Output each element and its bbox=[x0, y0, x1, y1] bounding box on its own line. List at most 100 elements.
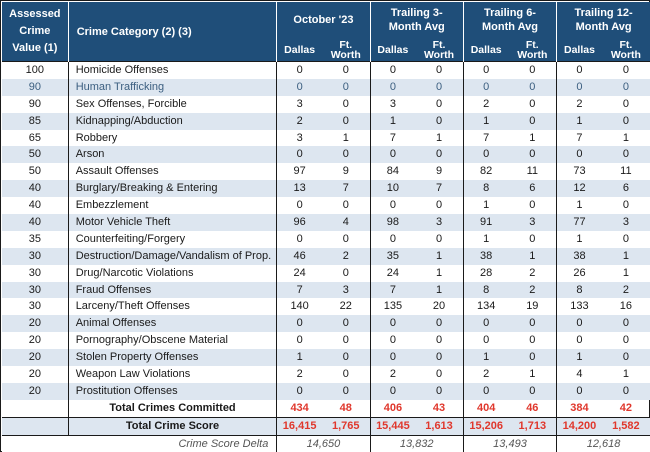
dallas-value-cell: 2 bbox=[276, 112, 322, 130]
dallas-value-cell: 0 bbox=[370, 197, 416, 215]
table-row: 30 Larceny/Theft Offenses 140 22 135 20 134 19 1… bbox=[2, 298, 650, 316]
dallas-value-cell: 8 bbox=[556, 281, 602, 299]
total-crimes-value: 404 bbox=[476, 401, 496, 414]
dallas-value-cell: 97 bbox=[276, 163, 322, 181]
ftworth-value-cell: 0 bbox=[321, 146, 371, 164]
crime-table-body: 100 Homicide Offenses 0 0 0 0 0 0 0 0 90 Human Traf… bbox=[2, 60, 650, 452]
dallas-value-cell: 12 bbox=[556, 180, 602, 198]
dallas-value-cell: 46 bbox=[276, 247, 322, 265]
ftworth-value-cell: 2 bbox=[508, 264, 558, 282]
dallas-value-cell: 3 bbox=[370, 95, 416, 113]
dallas-value-cell: 3 bbox=[276, 95, 322, 113]
ftworth-value-cell: 11 bbox=[508, 163, 558, 181]
assessed-value-cell: 30 bbox=[2, 298, 69, 316]
table-row: 40 Embezzlement 0 0 0 0 1 0 1 0 bbox=[2, 197, 650, 215]
dallas-value-cell: 13 bbox=[276, 180, 322, 198]
crime-category-cell: Animal Offenses bbox=[68, 315, 278, 333]
ftworth-value-cell: 0 bbox=[415, 146, 464, 164]
ftworth-value-cell: 0 bbox=[321, 112, 371, 130]
dallas-value-cell: 73 bbox=[556, 163, 602, 181]
total-score-value: 15,445 bbox=[370, 416, 416, 436]
dallas-value-cell: 0 bbox=[370, 60, 416, 79]
assessed-value-cell: 50 bbox=[2, 163, 69, 181]
dallas-value-cell: 1 bbox=[370, 112, 416, 130]
total-score-label: Total Crime Score bbox=[68, 416, 278, 436]
header-crime-category: Crime Category (2) (3) bbox=[68, 2, 278, 62]
dallas-value-cell: 1 bbox=[556, 112, 602, 130]
dallas-value-cell: 35 bbox=[370, 247, 416, 265]
assessed-value-cell: 30 bbox=[2, 281, 69, 299]
crime-category-cell: Kidnapping/Abduction bbox=[68, 112, 278, 130]
crime-score-delta-value: 13,493 bbox=[463, 435, 558, 452]
ftworth-value-cell: 0 bbox=[415, 112, 464, 130]
assessed-value-cell: 40 bbox=[2, 197, 69, 215]
ftworth-value-cell: 0 bbox=[415, 60, 464, 79]
table-row: 85 Kidnapping/Abduction 2 0 1 0 1 0 1 0 bbox=[2, 112, 650, 130]
assessed-value-cell: 20 bbox=[2, 315, 69, 333]
ftworth-value-cell: 3 bbox=[415, 214, 464, 231]
ftworth-value-cell: 1 bbox=[601, 129, 650, 147]
dallas-value-cell: 1 bbox=[463, 112, 509, 130]
crime-category-cell: Motor Vehicle Theft bbox=[68, 214, 278, 231]
dallas-value-cell: 2 bbox=[463, 366, 509, 383]
dallas-value-cell: 7 bbox=[463, 129, 509, 147]
ftworth-value-cell: 0 bbox=[508, 60, 558, 79]
total-crimes-row: Total Crimes Committed 434 48 406 43 404 46 384… bbox=[2, 399, 650, 418]
crime-category-cell: Pornography/Obscene Material bbox=[68, 332, 278, 350]
ftworth-value-cell: 0 bbox=[415, 382, 464, 400]
table-row: 35 Counterfeiting/Forgery 0 0 0 0 1 0 1 0 bbox=[2, 230, 650, 248]
total-crimes-value: 46 bbox=[508, 399, 558, 418]
total-score-value: 1,582 bbox=[601, 416, 650, 436]
ftworth-value-cell: 0 bbox=[321, 349, 371, 367]
crime-category-cell: Stolen Property Offenses bbox=[68, 349, 278, 367]
assessed-value-cell: 90 bbox=[2, 78, 69, 96]
assessed-value-cell: 20 bbox=[2, 366, 69, 383]
total-score-value: 16,415 bbox=[276, 416, 322, 436]
dallas-value-cell: 133 bbox=[556, 298, 602, 316]
crime-score-delta-label: Crime Score Delta bbox=[68, 435, 278, 452]
subheader-ftworth: Ft. Worth bbox=[321, 38, 371, 62]
total-score-value: 1,613 bbox=[415, 416, 464, 436]
dallas-value-cell: 82 bbox=[463, 163, 509, 181]
total-crimes-value: 384 bbox=[570, 401, 589, 414]
dallas-value-cell: 0 bbox=[463, 332, 509, 350]
ftworth-value-cell: 0 bbox=[508, 230, 558, 248]
dallas-value-cell: 2 bbox=[556, 95, 602, 113]
dallas-value-cell: 0 bbox=[370, 332, 416, 350]
dallas-value-cell: 38 bbox=[463, 247, 509, 265]
assessed-value-cell: 35 bbox=[2, 230, 69, 248]
dallas-value-cell: 0 bbox=[276, 382, 322, 400]
ftworth-value-cell: 1 bbox=[321, 129, 371, 147]
dallas-value-cell: 0 bbox=[370, 349, 416, 367]
empty-cell bbox=[2, 435, 69, 452]
dallas-value-cell: 0 bbox=[276, 78, 322, 96]
empty-cell bbox=[2, 399, 69, 418]
dallas-value-cell: 77 bbox=[556, 214, 602, 231]
dallas-value-cell: 0 bbox=[276, 230, 322, 248]
header-group-trailing-3: Trailing 3- Month Avg bbox=[370, 2, 464, 38]
crime-category-cell: Fraud Offenses bbox=[68, 281, 278, 299]
ftworth-value-cell: 1 bbox=[601, 264, 650, 282]
table-row: 90 Human Trafficking 0 0 0 0 0 0 0 0 bbox=[2, 78, 650, 96]
assessed-value-cell: 65 bbox=[2, 129, 69, 147]
crime-category-cell: Robbery bbox=[68, 129, 278, 147]
dallas-value-cell: 135 bbox=[370, 298, 416, 316]
dallas-value-cell: 8 bbox=[463, 281, 509, 299]
ftworth-value-cell: 0 bbox=[415, 349, 464, 367]
dallas-value-cell: 91 bbox=[463, 214, 509, 231]
subheader-dallas: Dallas bbox=[370, 38, 416, 62]
dallas-value-cell: 0 bbox=[556, 60, 602, 79]
ftworth-value-cell: 0 bbox=[508, 332, 558, 350]
dallas-value-cell: 1 bbox=[276, 349, 322, 367]
crime-category-cell: Larceny/Theft Offenses bbox=[68, 298, 278, 316]
assessed-value-cell: 85 bbox=[2, 112, 69, 130]
header-group-trailing-12: Trailing 12- Month Avg bbox=[556, 2, 650, 38]
dallas-value-cell: 0 bbox=[370, 230, 416, 248]
header-group-october: October '23 bbox=[276, 2, 371, 38]
assessed-value-cell: 20 bbox=[2, 332, 69, 350]
dallas-value-cell: 0 bbox=[463, 382, 509, 400]
dallas-value-cell: 140 bbox=[276, 298, 322, 316]
dallas-value-cell: 0 bbox=[556, 332, 602, 350]
ftworth-value-cell: 7 bbox=[321, 180, 371, 198]
